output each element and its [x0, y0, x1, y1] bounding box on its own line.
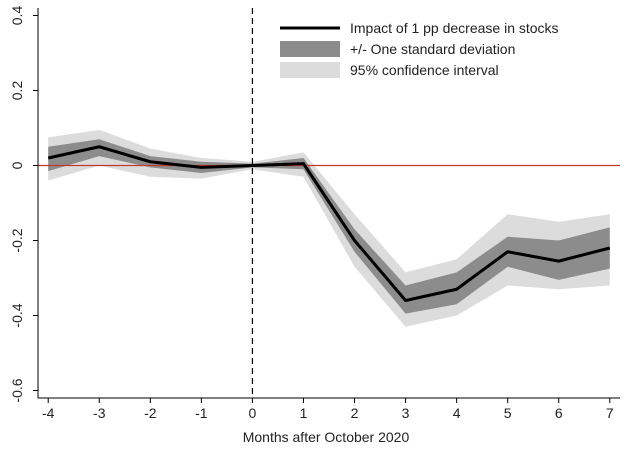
y-tick-label: 0.4: [9, 6, 25, 26]
y-tick-label: -0.2: [9, 228, 25, 252]
x-tick-label: 2: [351, 405, 359, 421]
x-tick-label: 1: [300, 405, 308, 421]
legend-key-sd-band: [280, 41, 340, 57]
legend-label: 95% confidence interval: [350, 62, 499, 78]
y-tick-label: 0.2: [9, 81, 25, 101]
y-tick-label: -0.6: [9, 378, 25, 402]
sd-band: [48, 139, 610, 314]
x-tick-label: -1: [195, 405, 208, 421]
x-tick-label: 5: [504, 405, 512, 421]
reference-lines: [38, 8, 620, 398]
legend-label: +/- One standard deviation: [350, 41, 515, 57]
y-tick-label: 0: [9, 161, 25, 169]
x-tick-label: -2: [144, 405, 157, 421]
axes: 0.4 0.2 0 -0.2 -0.4 -0.6 -4 -3 -2 -1 0 1 2 3 4 5 6 7: [9, 6, 620, 421]
x-tick-label: -3: [93, 405, 106, 421]
legend: Impact of 1 pp decrease in stocks +/- One…: [280, 20, 559, 78]
legend-key-ci-band: [280, 62, 340, 78]
x-tick-label: 7: [606, 405, 614, 421]
y-tick-label: -0.4: [9, 303, 25, 327]
x-tick-label: 6: [555, 405, 563, 421]
x-tick-label: 4: [453, 405, 461, 421]
series-line-impact: [47, 145, 611, 302]
x-axis-title: Months after October 2020: [243, 429, 410, 445]
series-layer: [47, 145, 611, 302]
legend-label: Impact of 1 pp decrease in stocks: [350, 20, 559, 36]
x-tick-label: -4: [42, 405, 55, 421]
bands-layer: [48, 129, 610, 327]
x-tick-label: 3: [402, 405, 410, 421]
x-tick-label: 0: [249, 405, 257, 421]
